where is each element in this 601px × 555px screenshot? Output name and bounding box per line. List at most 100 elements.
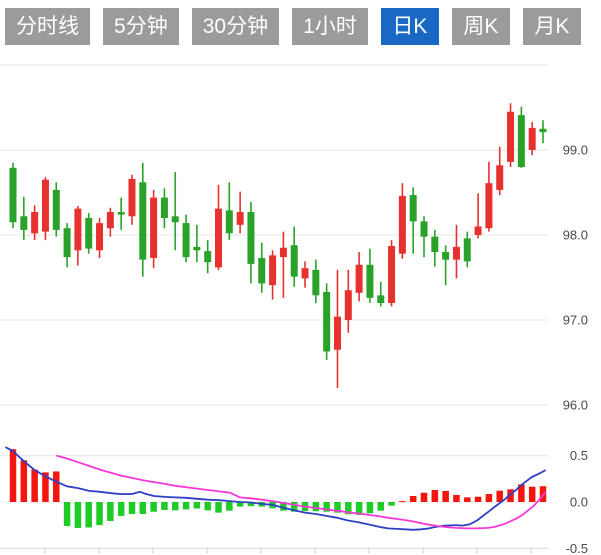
candle-body [269,255,277,286]
macd-axis-label: 0.5 [570,448,588,463]
macd-bar [474,496,482,502]
price-axis-label: 99.0 [563,143,588,158]
macd-bar [388,502,395,506]
candle-body [31,212,39,234]
candle-body [41,179,49,232]
gridlines [0,64,548,554]
candle-body [442,252,450,260]
candle-body [409,195,417,222]
macd-bar [366,502,374,514]
candle-body [9,167,17,223]
candle-body [355,264,363,293]
candle-body [420,221,428,237]
macd-bar [117,502,125,516]
macd-bar [409,495,417,502]
macd-bar [215,502,222,513]
tab-period-1[interactable]: 5分钟 [103,8,179,45]
macd-bar [107,502,114,521]
candle-body [85,218,93,249]
macd-bar [139,502,147,515]
macd-bar [312,502,320,512]
candle-body [377,295,385,303]
macd-bar [377,502,384,511]
candle-body [225,210,233,234]
tab-period-0[interactable]: 分时线 [5,8,90,45]
axis-labels: 99.0 98.0 97.0 96.0 0.5 0.0 -0.5 [563,143,588,555]
macd-bar [420,492,428,502]
macd-bar [74,502,82,528]
candle-body [160,197,168,218]
candle-body [290,245,298,277]
macd-bar [150,502,157,512]
candle-body [452,246,460,260]
macd-bar [236,502,244,507]
macd-bar [193,502,201,509]
candle-body [463,238,471,262]
candle-body [301,268,309,279]
candle-body [539,128,547,133]
candle-body [215,208,223,268]
candle-body [204,251,212,263]
macd-bar [96,502,103,526]
tab-period-6[interactable]: 月K [522,8,581,45]
price-axis-label: 98.0 [563,228,588,243]
candle-body [236,212,244,225]
macd-axis-label: -0.5 [566,541,588,555]
price-axis-label: 97.0 [563,313,588,328]
macd-bar [85,502,92,528]
candle-body [517,115,525,167]
candle-body [431,236,439,252]
tab-period-5[interactable]: 周K [451,8,510,45]
macd-bar [453,494,460,502]
macd-bar [63,502,71,527]
candlestick-series [9,103,547,388]
macd-bar [290,502,298,512]
macd-bar [53,471,60,502]
macd-bar [345,502,352,515]
price-axis-label: 96.0 [563,398,588,413]
candle-body [474,226,482,235]
macd-bar [9,449,17,502]
candle-body [507,111,515,162]
candle-body [63,228,71,258]
candle-body [128,178,136,217]
candle-body [344,290,352,320]
macd-bar [280,502,287,511]
macd-bar [182,502,190,510]
candle-body [496,165,504,190]
candle-body [312,269,320,296]
macd-histogram [9,449,547,528]
macd-bar [128,502,136,515]
macd-bar [247,502,255,507]
tab-period-4-active[interactable]: 日K [380,8,439,45]
macd-bar [355,502,363,515]
candle-body [96,223,104,251]
candle-body [171,216,179,223]
macd-bar [442,490,449,502]
macd-bar [431,489,439,502]
tab-period-3[interactable]: 1小时 [292,8,368,45]
candle-body [528,127,536,150]
tab-period-2[interactable]: 30分钟 [191,8,280,45]
macd-bar [42,472,49,502]
macd-bar [161,502,168,510]
macd-bar [464,497,471,502]
candle-body [398,195,406,254]
macd-bar [507,489,514,502]
macd-bar [171,502,179,511]
candle-body [139,182,147,260]
candle-body [279,247,287,258]
macd-bar [518,484,525,502]
candle-body [150,197,158,258]
candle-body [323,291,331,352]
macd-bar [204,502,211,511]
candle-body [485,183,493,229]
macd-bar [496,490,503,502]
macd-bar [528,486,536,502]
macd-bar [20,460,28,502]
macd-dif-line [5,446,546,531]
candle-body [366,264,374,298]
candle-body [247,212,255,264]
